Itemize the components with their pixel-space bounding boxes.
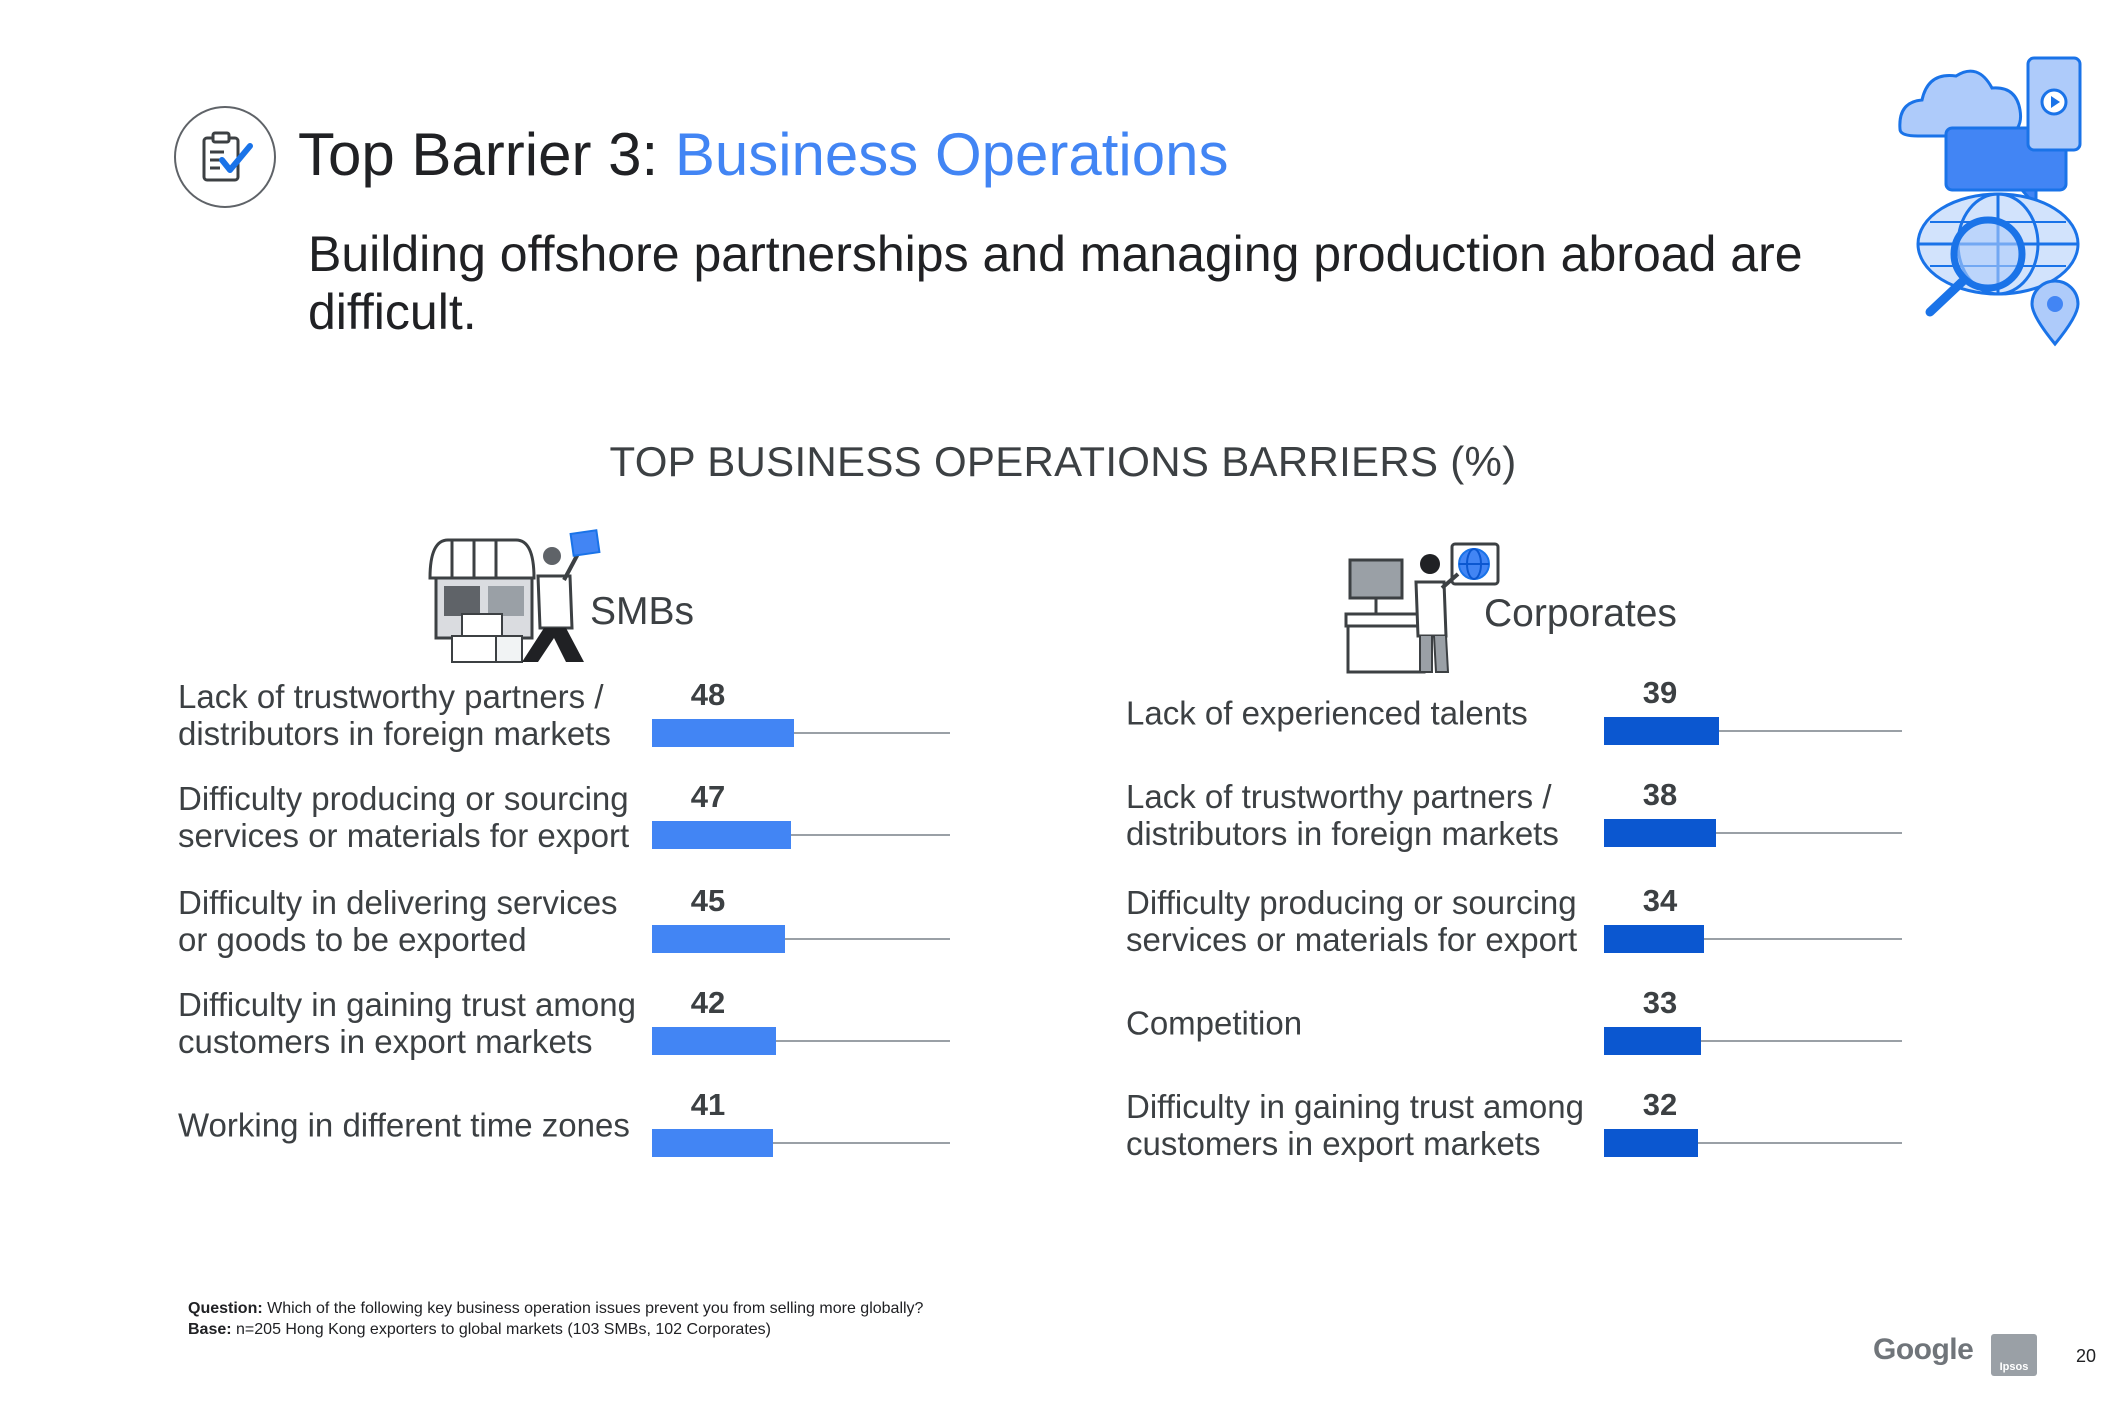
corp-row-label: Lack of experienced talents xyxy=(1126,694,1528,732)
question-text: Which of the following key business oper… xyxy=(262,1300,924,1317)
footnote-base: Base: n=205 Hong Kong exporters to globa… xyxy=(188,1319,923,1340)
corp-bar-value: 34 xyxy=(1642,883,1678,918)
smb-bar xyxy=(652,821,791,849)
smb-panel-heading: SMBs xyxy=(590,590,695,633)
corp-row-label: Competition xyxy=(1126,1004,1303,1042)
ipsos-logo: Ipsos xyxy=(1991,1334,2037,1376)
chart-title: TOP BUSINESS OPERATIONS BARRIERS (%) xyxy=(609,438,1517,485)
page-number: 20 xyxy=(2076,1346,2097,1366)
google-logo: Google xyxy=(1873,1333,1974,1366)
smb-row-label: Lack of trustworthy partners / distribut… xyxy=(178,678,611,752)
page-subtitle: Building offshore partnerships and manag… xyxy=(308,226,1803,340)
corp-bar-value: 39 xyxy=(1642,675,1678,710)
corp-bar-baseline xyxy=(1604,832,1902,834)
office-person-globe-illustration xyxy=(1342,540,1502,685)
corp-bar xyxy=(1604,925,1705,953)
corp-bar-baseline xyxy=(1604,938,1902,940)
smb-bar-baseline xyxy=(652,732,950,734)
corp-bar xyxy=(1604,819,1717,847)
shop-person-illustration xyxy=(426,528,606,673)
corp-bar-baseline xyxy=(1604,1040,1902,1042)
title-accent: Business Operations xyxy=(674,121,1229,188)
smb-bar xyxy=(652,925,785,953)
corp-bar-value: 33 xyxy=(1642,985,1678,1020)
page-title: Top Barrier 3: Business Operations xyxy=(298,118,1228,192)
smb-bar-baseline xyxy=(652,1040,950,1042)
smb-bar-baseline xyxy=(652,938,950,940)
smb-row-label: Difficulty producing or sourcing service… xyxy=(178,780,630,854)
clipboard-check-icon xyxy=(174,106,276,208)
smb-bar xyxy=(652,719,794,747)
smb-bar-baseline xyxy=(652,1142,950,1144)
smb-row-label: Difficulty in delivering services or goo… xyxy=(178,884,618,958)
corp-bar xyxy=(1604,1027,1702,1055)
smb-bar-value: 48 xyxy=(690,677,726,712)
corp-bar-value: 38 xyxy=(1642,777,1678,812)
ipsos-logo-text: Ipsos xyxy=(1999,1361,2029,1373)
corp-row-label: Difficulty in gaining trust among custom… xyxy=(1126,1088,1584,1162)
footnote-question: Question: Which of the following key bus… xyxy=(188,1298,923,1319)
footnote: Question: Which of the following key bus… xyxy=(188,1298,923,1340)
corp-panel-heading: Corporates xyxy=(1484,592,1677,635)
title-prefix: Top Barrier 3: xyxy=(298,121,675,188)
smb-bar-value: 41 xyxy=(690,1087,726,1122)
corp-bar-value: 32 xyxy=(1642,1087,1678,1122)
base-label: Base: xyxy=(188,1321,232,1338)
corp-bar-baseline xyxy=(1604,1142,1902,1144)
corp-row-label: Lack of trustworthy partners / distribut… xyxy=(1126,778,1559,852)
question-label: Question: xyxy=(188,1300,263,1317)
smb-row-label: Difficulty in gaining trust among custom… xyxy=(178,986,636,1060)
corp-row-label: Difficulty producing or sourcing service… xyxy=(1126,884,1578,958)
base-text: n=205 Hong Kong exporters to global mark… xyxy=(231,1321,771,1338)
smb-bar-value: 45 xyxy=(690,883,726,918)
smb-bar-value: 42 xyxy=(690,985,726,1020)
corp-bar-baseline xyxy=(1604,730,1902,732)
global-search-illustration xyxy=(1890,54,2100,359)
smb-bar-baseline xyxy=(652,834,950,836)
corp-bar xyxy=(1604,1129,1699,1157)
corp-bar xyxy=(1604,717,1720,745)
smb-row-label: Working in different time zones xyxy=(178,1106,630,1144)
smb-bar xyxy=(652,1027,776,1055)
smb-bar xyxy=(652,1129,773,1157)
smb-bar-value: 47 xyxy=(690,779,726,814)
